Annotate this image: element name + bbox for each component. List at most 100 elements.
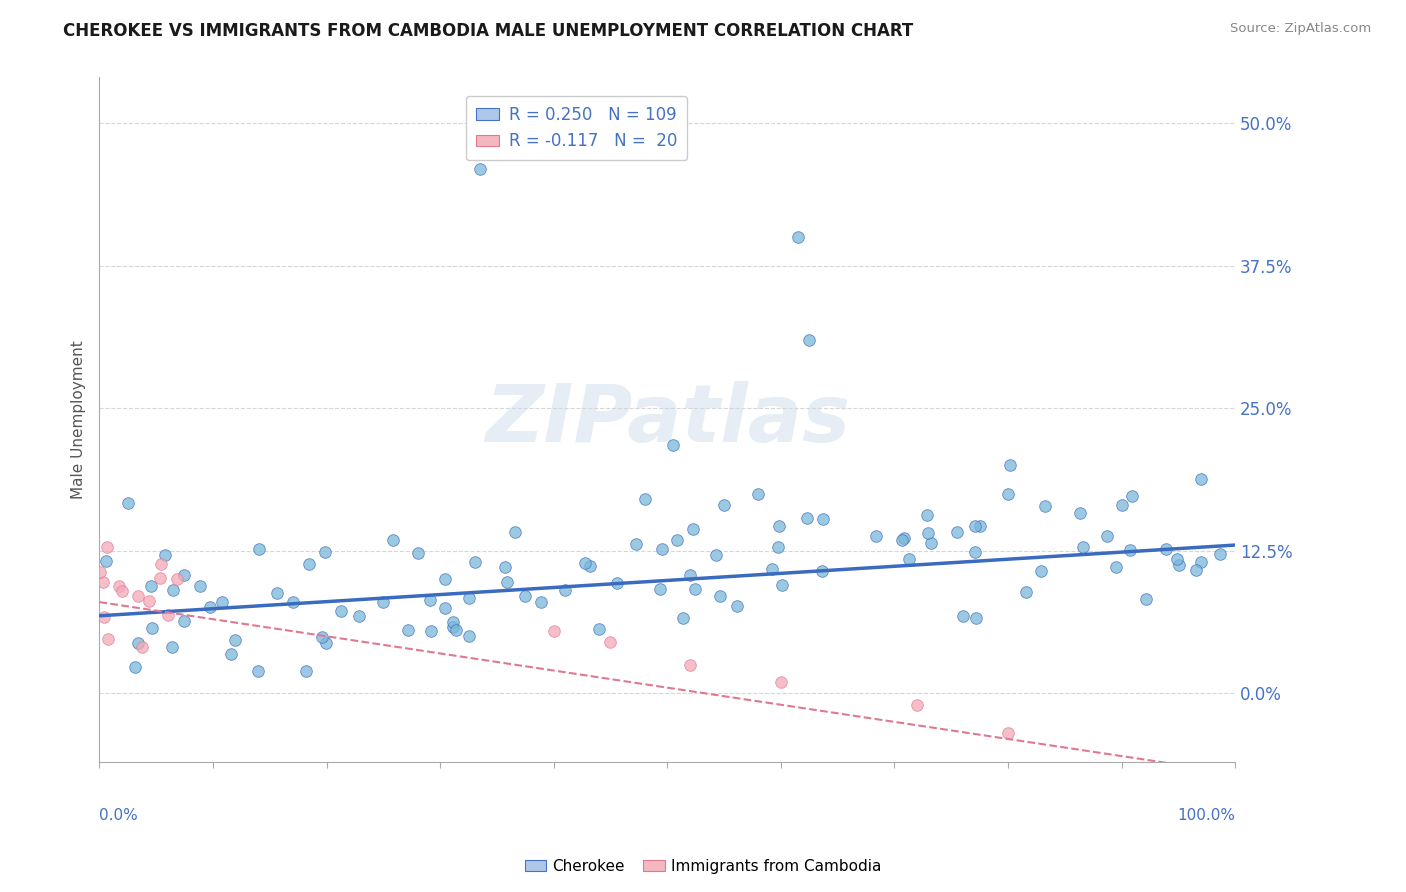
Point — [505, 525, 527, 540]
Point — [946, 525, 969, 540]
Point — [266, 585, 288, 599]
Point — [173, 567, 195, 582]
Point — [434, 572, 457, 586]
Point — [965, 611, 987, 625]
Text: 0.0%: 0.0% — [100, 808, 138, 823]
Point — [813, 512, 835, 526]
Point — [138, 594, 160, 608]
Point — [530, 595, 553, 609]
Point — [770, 578, 793, 592]
Point — [295, 664, 318, 678]
Point — [662, 438, 685, 452]
Point — [188, 579, 211, 593]
Point — [131, 640, 153, 654]
Point — [965, 544, 987, 558]
Point — [713, 498, 735, 512]
Point — [464, 555, 486, 569]
Point — [1104, 559, 1126, 574]
Point — [682, 523, 704, 537]
Legend: R = 0.250   N = 109, R = -0.117   N =  20: R = 0.250 N = 109, R = -0.117 N = 20 — [465, 96, 688, 161]
Point — [149, 571, 172, 585]
Point — [329, 604, 352, 618]
Point — [1156, 541, 1178, 556]
Point — [1189, 555, 1212, 569]
Point — [93, 610, 115, 624]
Point — [382, 533, 405, 547]
Point — [786, 230, 808, 244]
Point — [457, 629, 479, 643]
Point — [457, 591, 479, 605]
Point — [650, 582, 672, 597]
Point — [633, 492, 655, 507]
Text: 100.0%: 100.0% — [1177, 808, 1234, 823]
Point — [419, 593, 441, 607]
Point — [666, 533, 689, 547]
Point — [554, 583, 576, 598]
Point — [905, 698, 928, 712]
Point — [1111, 498, 1133, 512]
Point — [709, 589, 731, 603]
Point — [141, 621, 163, 635]
Point — [1069, 506, 1091, 520]
Point — [124, 660, 146, 674]
Point — [468, 161, 491, 176]
Point — [97, 632, 120, 646]
Point — [91, 575, 114, 590]
Point — [969, 518, 991, 533]
Text: Source: ZipAtlas.com: Source: ZipAtlas.com — [1230, 22, 1371, 36]
Point — [893, 531, 915, 545]
Text: CHEROKEE VS IMMIGRANTS FROM CAMBODIA MALE UNEMPLOYMENT CORRELATION CHART: CHEROKEE VS IMMIGRANTS FROM CAMBODIA MAL… — [63, 22, 914, 40]
Point — [281, 595, 304, 609]
Point — [606, 576, 628, 591]
Point — [298, 557, 321, 571]
Point — [160, 640, 183, 655]
Point — [672, 611, 695, 625]
Point — [433, 601, 456, 615]
Text: ZIPatlas: ZIPatlas — [485, 381, 849, 458]
Point — [111, 584, 134, 599]
Point — [441, 620, 464, 634]
Point — [420, 624, 443, 639]
Point — [1189, 472, 1212, 486]
Point — [446, 624, 468, 638]
Point — [811, 565, 834, 579]
Point — [799, 333, 821, 347]
Point — [769, 675, 792, 690]
Point — [513, 590, 536, 604]
Point — [162, 582, 184, 597]
Point — [156, 608, 179, 623]
Point — [997, 487, 1019, 501]
Point — [917, 525, 939, 540]
Point — [768, 519, 790, 533]
Point — [599, 635, 621, 649]
Point — [952, 609, 974, 624]
Point — [224, 632, 246, 647]
Point — [543, 624, 565, 638]
Point — [96, 541, 118, 555]
Point — [768, 540, 790, 554]
Point — [127, 590, 149, 604]
Point — [761, 562, 783, 576]
Point — [920, 536, 942, 550]
Point — [1033, 499, 1056, 513]
Point — [155, 548, 177, 562]
Point — [127, 636, 149, 650]
Point — [1121, 489, 1143, 503]
Point — [408, 546, 430, 560]
Point — [891, 533, 914, 548]
Point — [494, 560, 516, 574]
Point — [211, 595, 233, 609]
Point — [1135, 592, 1157, 607]
Point — [588, 622, 610, 636]
Point — [1166, 552, 1188, 566]
Point — [796, 511, 818, 525]
Point — [117, 495, 139, 509]
Point — [1071, 540, 1094, 554]
Point — [315, 635, 337, 649]
Point — [441, 615, 464, 630]
Point — [1119, 542, 1142, 557]
Point — [679, 567, 702, 582]
Point — [747, 487, 769, 501]
Point — [624, 536, 647, 550]
Legend: Cherokee, Immigrants from Cambodia: Cherokee, Immigrants from Cambodia — [519, 853, 887, 880]
